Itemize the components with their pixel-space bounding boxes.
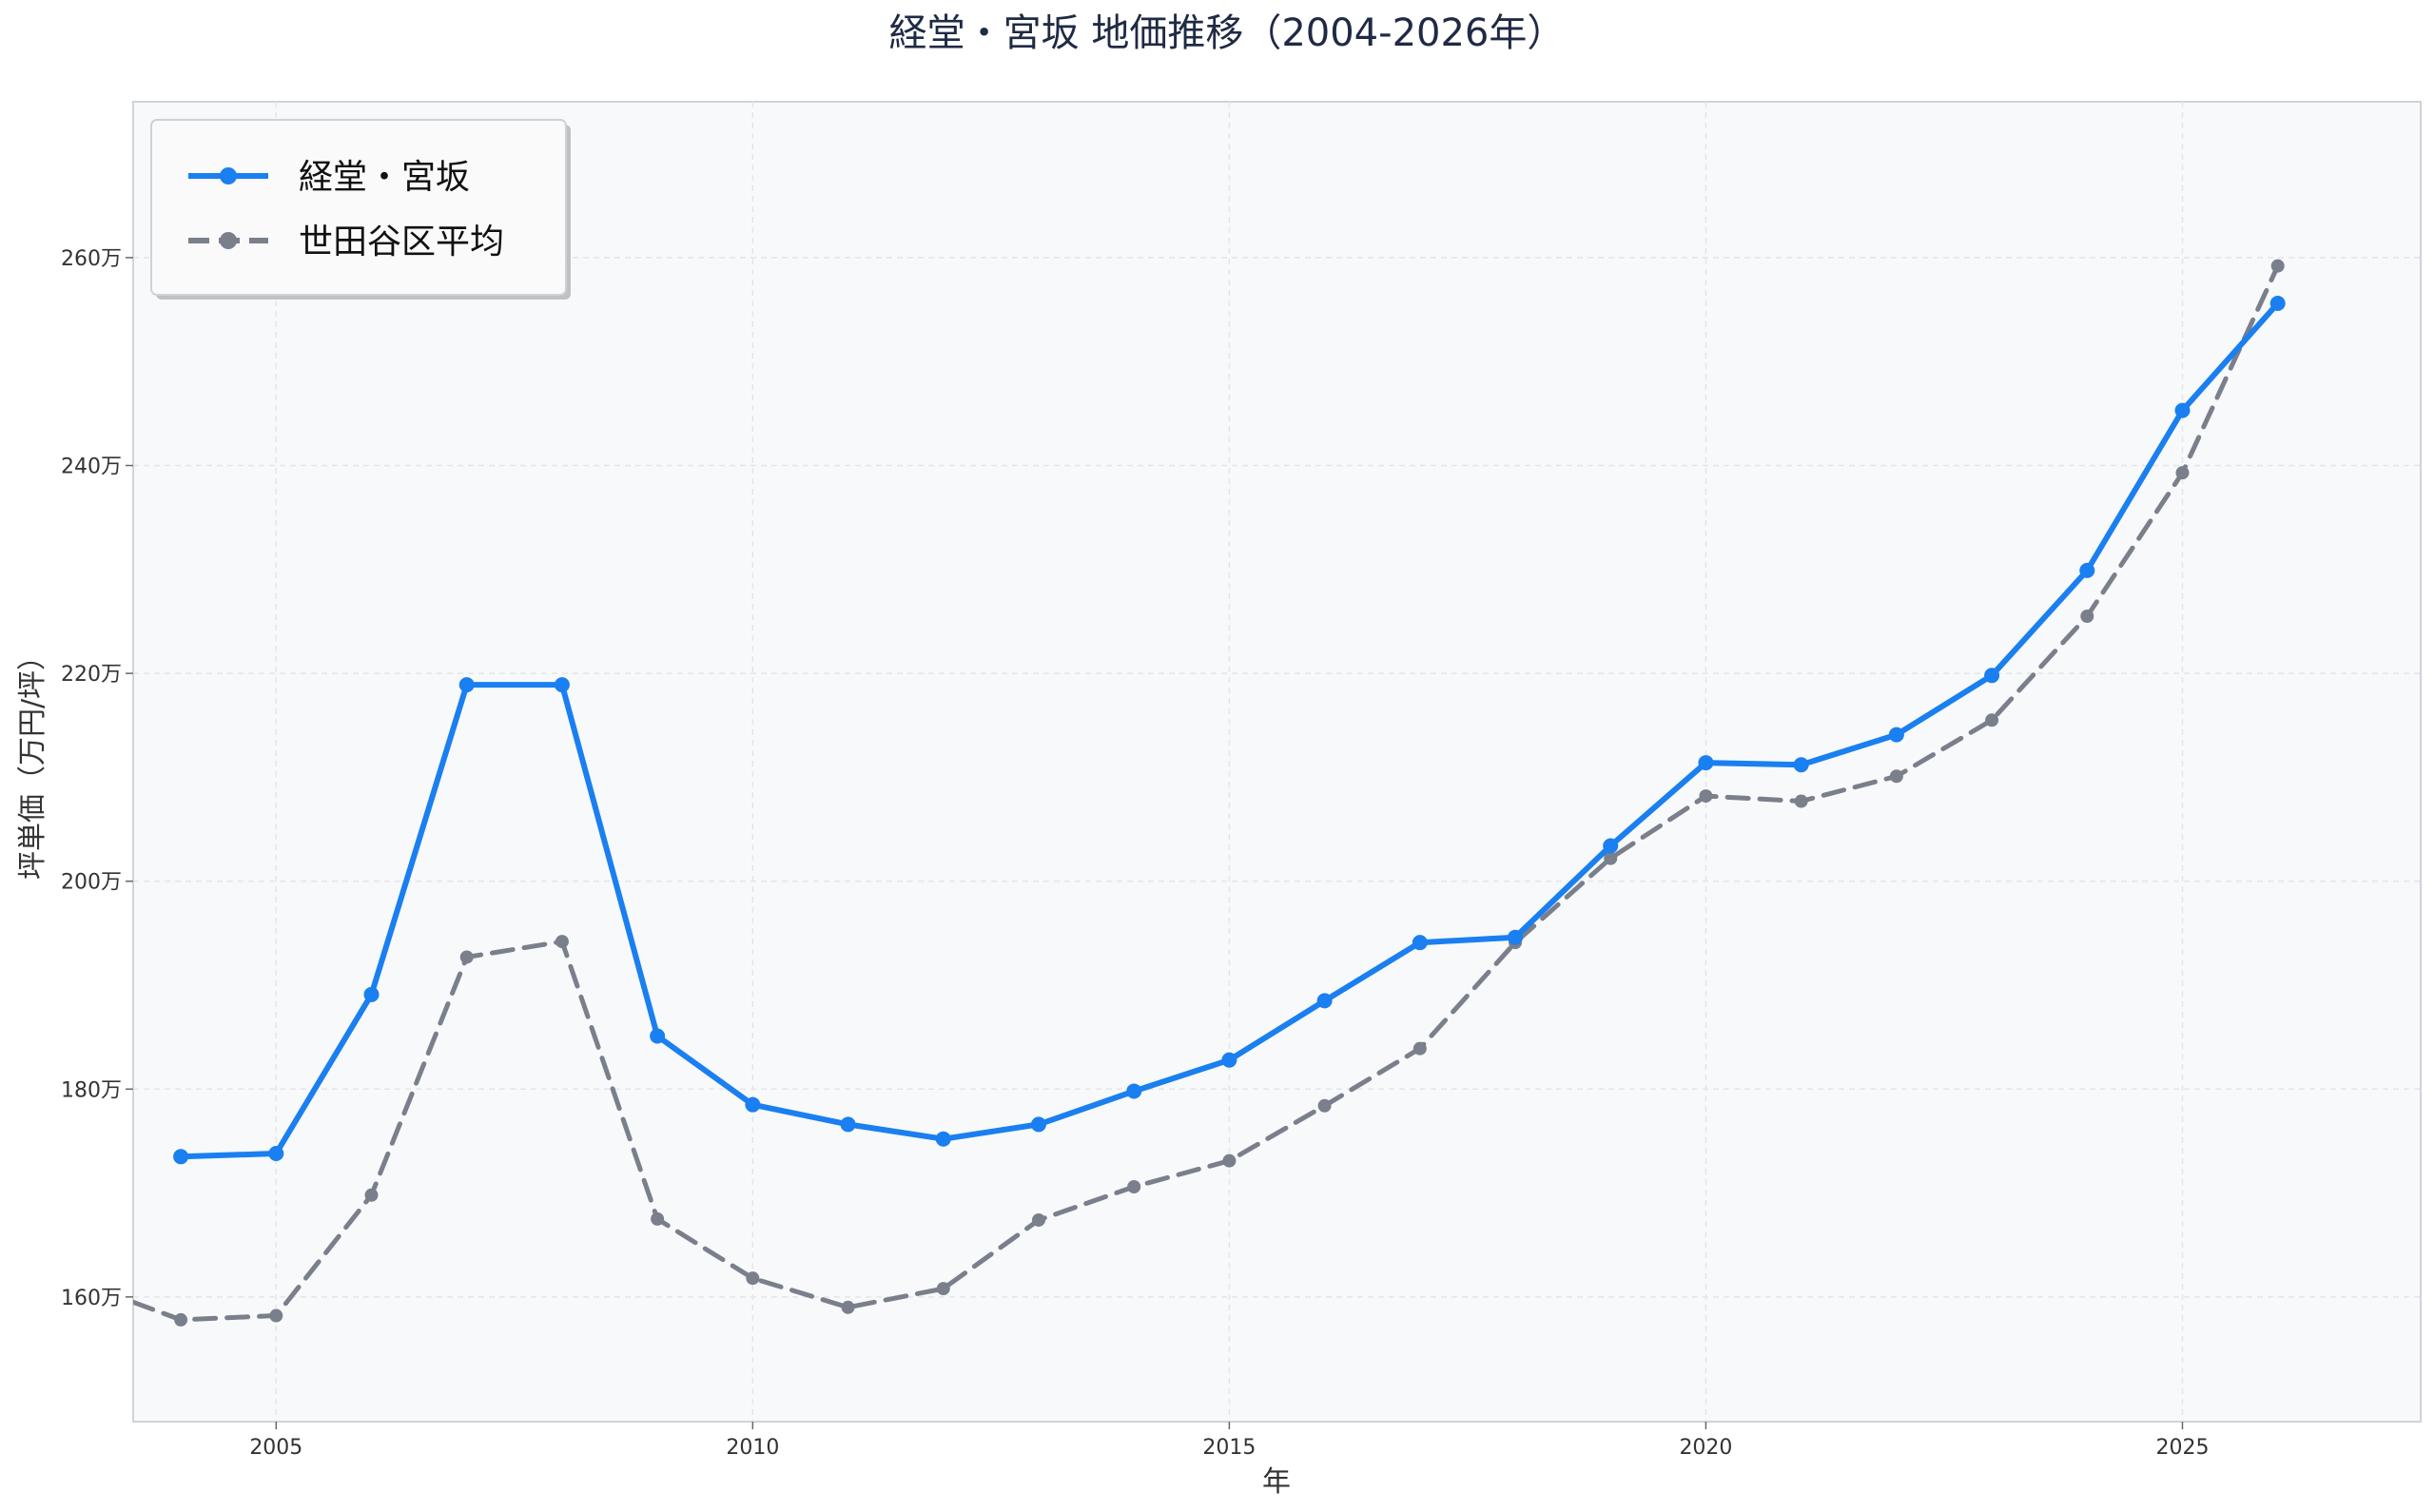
x-tick-label: 2020	[1679, 1436, 1732, 1460]
data-point	[935, 1131, 951, 1147]
legend-label-setagaya: 世田谷区平均	[299, 223, 504, 262]
legend-swatch-marker-setagaya	[220, 232, 237, 249]
data-point	[840, 1116, 856, 1133]
data-point	[1604, 851, 1618, 865]
data-point	[269, 1308, 283, 1323]
data-point	[1985, 713, 1999, 727]
data-point	[1030, 1116, 1046, 1133]
data-point	[2080, 609, 2094, 623]
data-point	[2079, 562, 2095, 578]
plot-area	[132, 101, 2422, 1423]
data-point	[268, 1146, 284, 1162]
data-point	[745, 1096, 761, 1113]
data-point	[1984, 668, 2000, 684]
series-group	[133, 259, 2286, 1327]
data-point	[1508, 929, 1524, 945]
x-tick-label: 2005	[249, 1436, 302, 1460]
data-point	[174, 1312, 188, 1327]
data-point	[1127, 1180, 1141, 1194]
data-point	[173, 1149, 189, 1165]
data-point	[364, 1188, 379, 1202]
data-point	[1031, 1212, 1045, 1227]
data-point	[458, 677, 475, 693]
data-point	[2174, 402, 2191, 418]
x-tick-label: 2025	[2155, 1436, 2209, 1460]
data-point	[554, 677, 570, 693]
data-point	[1317, 1098, 1332, 1113]
data-point	[650, 1028, 666, 1044]
y-tick-label: 200万	[61, 871, 122, 895]
data-point	[1889, 769, 1903, 784]
data-point	[1698, 755, 1714, 771]
data-point	[459, 950, 474, 964]
data-point	[2270, 259, 2285, 273]
chart-title: 経堂・宮坂 地価推移（2004-2026年）	[889, 11, 1566, 55]
data-point	[651, 1212, 665, 1226]
series-line	[133, 263, 2281, 1323]
y-tick-label: 160万	[61, 1287, 122, 1310]
data-point	[1793, 757, 1809, 773]
legend: 経堂・宮坂 世田谷区平均	[150, 119, 571, 300]
axis-ticks: 2005 2010 2015 2020 2025 160万 180万 200万 220万 240万…	[61, 247, 2209, 1460]
data-point	[936, 1282, 950, 1296]
data-point	[1794, 794, 1808, 808]
y-tick-label: 220万	[61, 663, 122, 687]
series-0	[173, 296, 2286, 1165]
x-axis-label: 年	[1262, 1465, 1291, 1499]
series-1	[133, 259, 2285, 1327]
data-point	[1603, 838, 1619, 854]
y-tick-label: 240万	[61, 456, 122, 479]
legend-swatch-marker-keido	[220, 167, 237, 184]
data-point	[1126, 1083, 1142, 1099]
data-point	[2269, 296, 2286, 312]
data-point	[1412, 935, 1428, 951]
data-point	[1316, 993, 1333, 1009]
y-tick-label: 180万	[61, 1078, 122, 1102]
data-point	[1888, 727, 1904, 743]
data-point	[555, 935, 569, 949]
data-point	[746, 1271, 760, 1286]
x-tick-label: 2010	[726, 1436, 779, 1460]
data-point	[1221, 1052, 1237, 1068]
data-point	[1699, 789, 1713, 804]
data-point	[841, 1300, 855, 1314]
data-point	[363, 986, 380, 1002]
data-point	[1222, 1153, 1237, 1168]
data-point	[2175, 466, 2190, 480]
y-axis-label: 坪単価（万円/坪）	[16, 642, 49, 880]
legend-box	[150, 119, 567, 296]
y-tick-label: 260万	[61, 247, 122, 271]
data-point	[1412, 1041, 1427, 1056]
legend-label-keido: 経堂・宮坂	[299, 158, 470, 197]
x-tick-label: 2015	[1202, 1436, 1256, 1460]
